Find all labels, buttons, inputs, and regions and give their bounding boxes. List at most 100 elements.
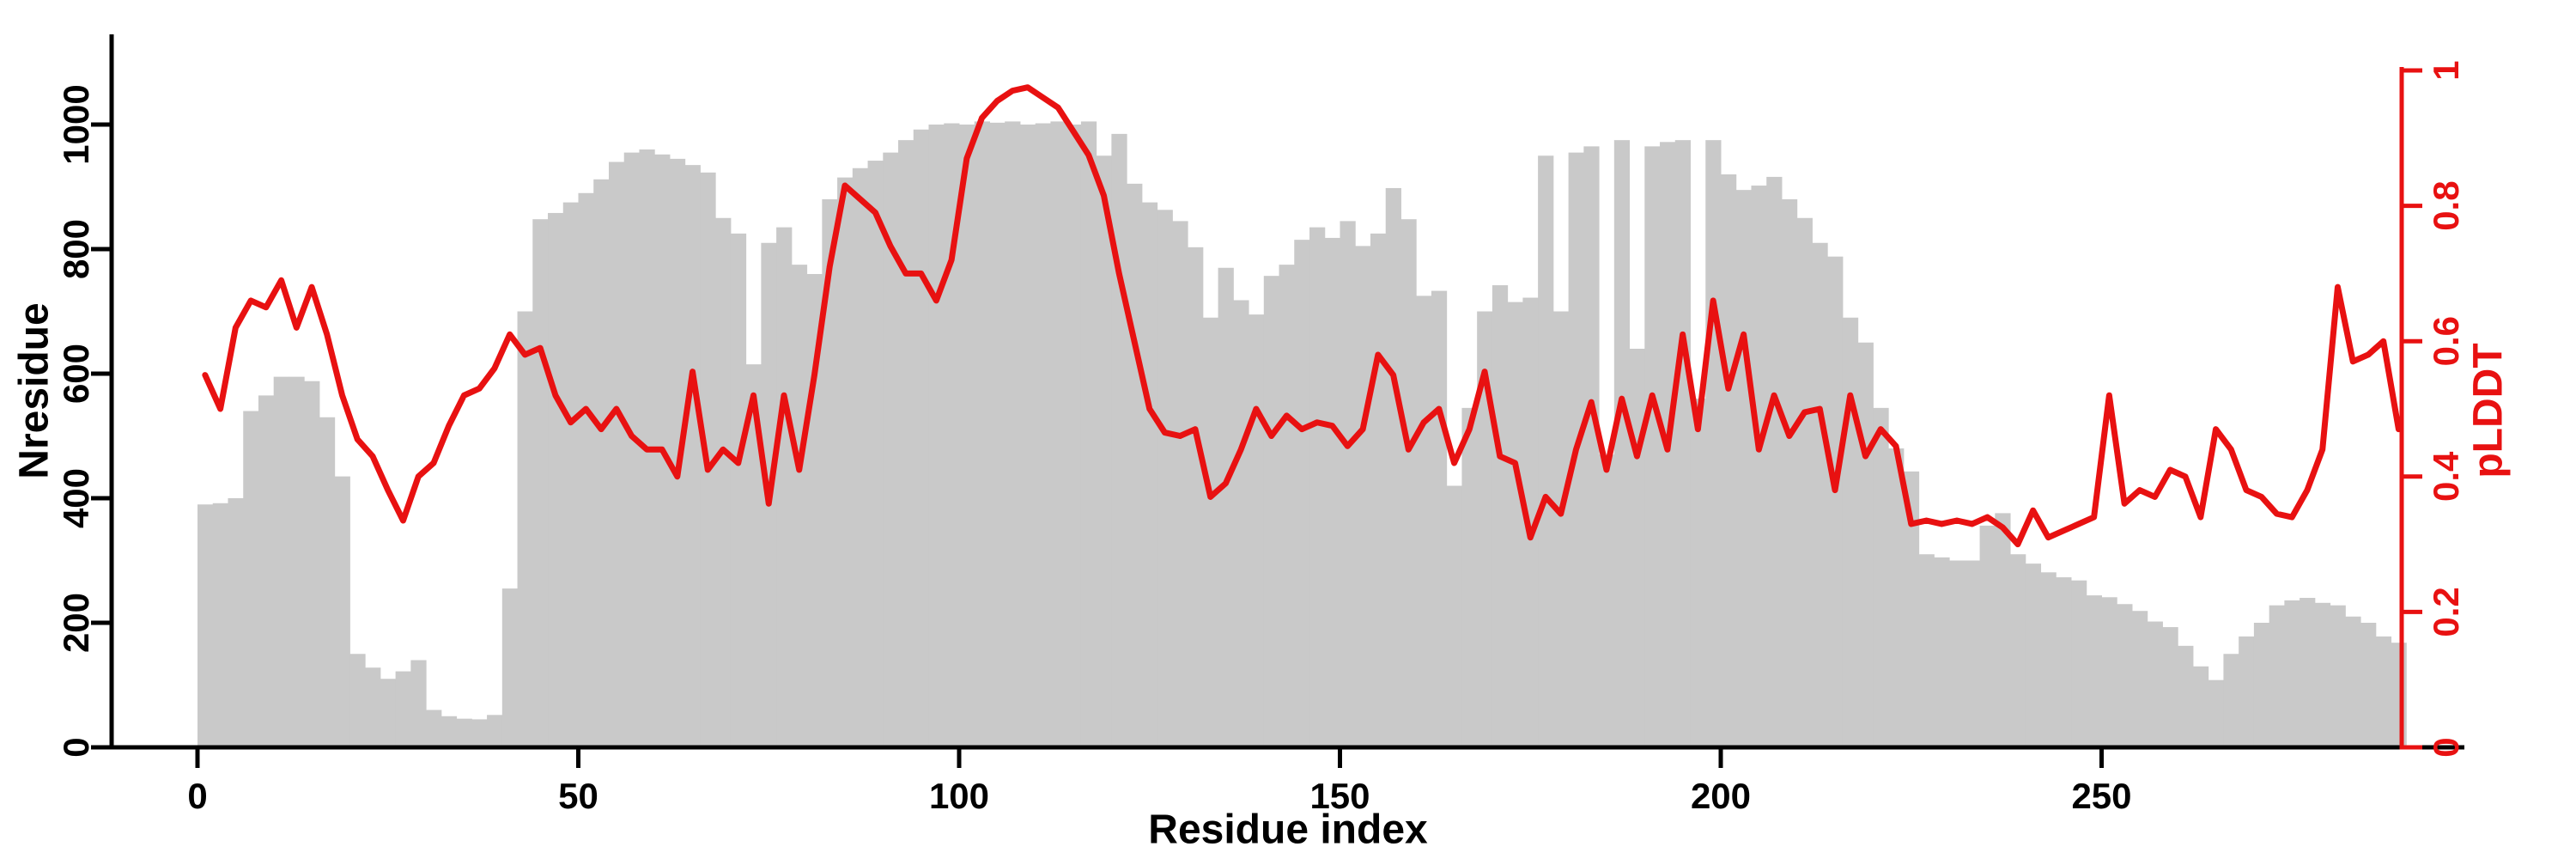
bar bbox=[426, 710, 442, 747]
bar bbox=[2239, 636, 2255, 747]
bar bbox=[380, 679, 397, 747]
x-axis-tick-label: 250 bbox=[2071, 776, 2131, 816]
bar bbox=[2178, 645, 2194, 747]
bar bbox=[532, 219, 549, 747]
bar bbox=[593, 179, 610, 748]
bar bbox=[1309, 227, 1326, 747]
bar bbox=[2010, 554, 2026, 747]
bar bbox=[1705, 140, 1722, 747]
bar bbox=[562, 202, 579, 747]
bar bbox=[730, 233, 747, 747]
bar bbox=[1218, 267, 1234, 747]
bar bbox=[1035, 123, 1051, 748]
bar bbox=[487, 715, 503, 747]
bar bbox=[1766, 176, 1783, 747]
bar bbox=[1340, 221, 1356, 747]
bar bbox=[2314, 602, 2331, 747]
bar bbox=[1522, 297, 1539, 747]
left-axis-tick-label: 0 bbox=[56, 737, 96, 757]
bar bbox=[1888, 448, 1905, 747]
bar bbox=[212, 503, 228, 747]
bar bbox=[837, 177, 854, 747]
bar bbox=[1157, 210, 1173, 747]
bar bbox=[2056, 577, 2072, 747]
bar bbox=[1873, 407, 1889, 747]
bar bbox=[1188, 247, 1204, 747]
right-axis-tick-label: 0.8 bbox=[2426, 180, 2466, 230]
bar bbox=[1857, 342, 1874, 747]
right-axis-tick-label: 0.6 bbox=[2426, 316, 2466, 366]
bar bbox=[1583, 146, 1600, 747]
bar bbox=[745, 364, 762, 747]
bar bbox=[2025, 564, 2042, 747]
bar bbox=[2345, 616, 2361, 747]
bar bbox=[1613, 140, 1631, 747]
x-axis-tick-label: 200 bbox=[1691, 776, 1751, 816]
bar bbox=[1477, 311, 1493, 747]
bar bbox=[548, 212, 564, 747]
bar bbox=[2208, 679, 2224, 747]
bar bbox=[1431, 290, 1448, 747]
bar bbox=[1644, 146, 1661, 747]
bar bbox=[669, 158, 686, 747]
bar bbox=[1690, 399, 1706, 747]
bar bbox=[258, 395, 275, 747]
bar bbox=[2284, 600, 2300, 747]
bar bbox=[715, 217, 732, 747]
bar bbox=[334, 476, 350, 747]
bar bbox=[319, 417, 336, 747]
bar bbox=[1492, 285, 1509, 747]
bar bbox=[1796, 217, 1813, 747]
bar bbox=[1233, 300, 1249, 747]
bar bbox=[1599, 454, 1615, 747]
bar bbox=[1934, 557, 1950, 747]
bar bbox=[471, 719, 488, 747]
bar bbox=[867, 161, 884, 748]
bar bbox=[1751, 186, 1767, 748]
bar bbox=[1918, 554, 1935, 747]
bar bbox=[1629, 349, 1645, 747]
bar bbox=[1355, 246, 1371, 747]
bar bbox=[608, 161, 625, 747]
bar bbox=[1141, 202, 1158, 747]
bar bbox=[2223, 654, 2239, 747]
bar bbox=[2117, 604, 2133, 747]
x-axis-tick-label: 100 bbox=[929, 776, 989, 816]
bar bbox=[1416, 295, 1432, 747]
left-axis-tick-label: 800 bbox=[56, 219, 96, 279]
bar bbox=[365, 667, 381, 747]
bar bbox=[304, 381, 320, 747]
bar bbox=[2253, 623, 2270, 747]
bar bbox=[440, 716, 458, 747]
bar bbox=[1842, 317, 1859, 747]
bar bbox=[2040, 572, 2057, 747]
bar bbox=[2360, 623, 2377, 747]
bar bbox=[1019, 125, 1036, 747]
bar bbox=[1735, 190, 1752, 747]
bar bbox=[928, 125, 945, 747]
bar bbox=[1446, 485, 1462, 747]
bar bbox=[1385, 187, 1401, 747]
bar bbox=[1127, 183, 1143, 747]
bar bbox=[1979, 525, 1996, 747]
bar bbox=[578, 192, 594, 747]
bar bbox=[1370, 233, 1387, 747]
bar bbox=[944, 123, 960, 748]
x-axis-title: Residue index bbox=[1148, 807, 1428, 853]
bar bbox=[1172, 221, 1188, 747]
bar bbox=[684, 165, 701, 747]
right-axis-tick-label: 0 bbox=[2426, 737, 2466, 757]
bar bbox=[1964, 560, 1981, 747]
left-axis-tick-label: 400 bbox=[56, 468, 96, 528]
bar bbox=[1812, 242, 1828, 747]
bar bbox=[273, 376, 289, 747]
right-axis-tick-label: 0.4 bbox=[2426, 451, 2466, 502]
bar bbox=[289, 376, 305, 747]
x-axis-tick-label: 0 bbox=[187, 776, 207, 816]
bar bbox=[989, 122, 1005, 747]
bar bbox=[1066, 125, 1082, 747]
bar bbox=[1249, 314, 1265, 747]
bar bbox=[1995, 513, 2011, 747]
bar bbox=[974, 121, 990, 747]
